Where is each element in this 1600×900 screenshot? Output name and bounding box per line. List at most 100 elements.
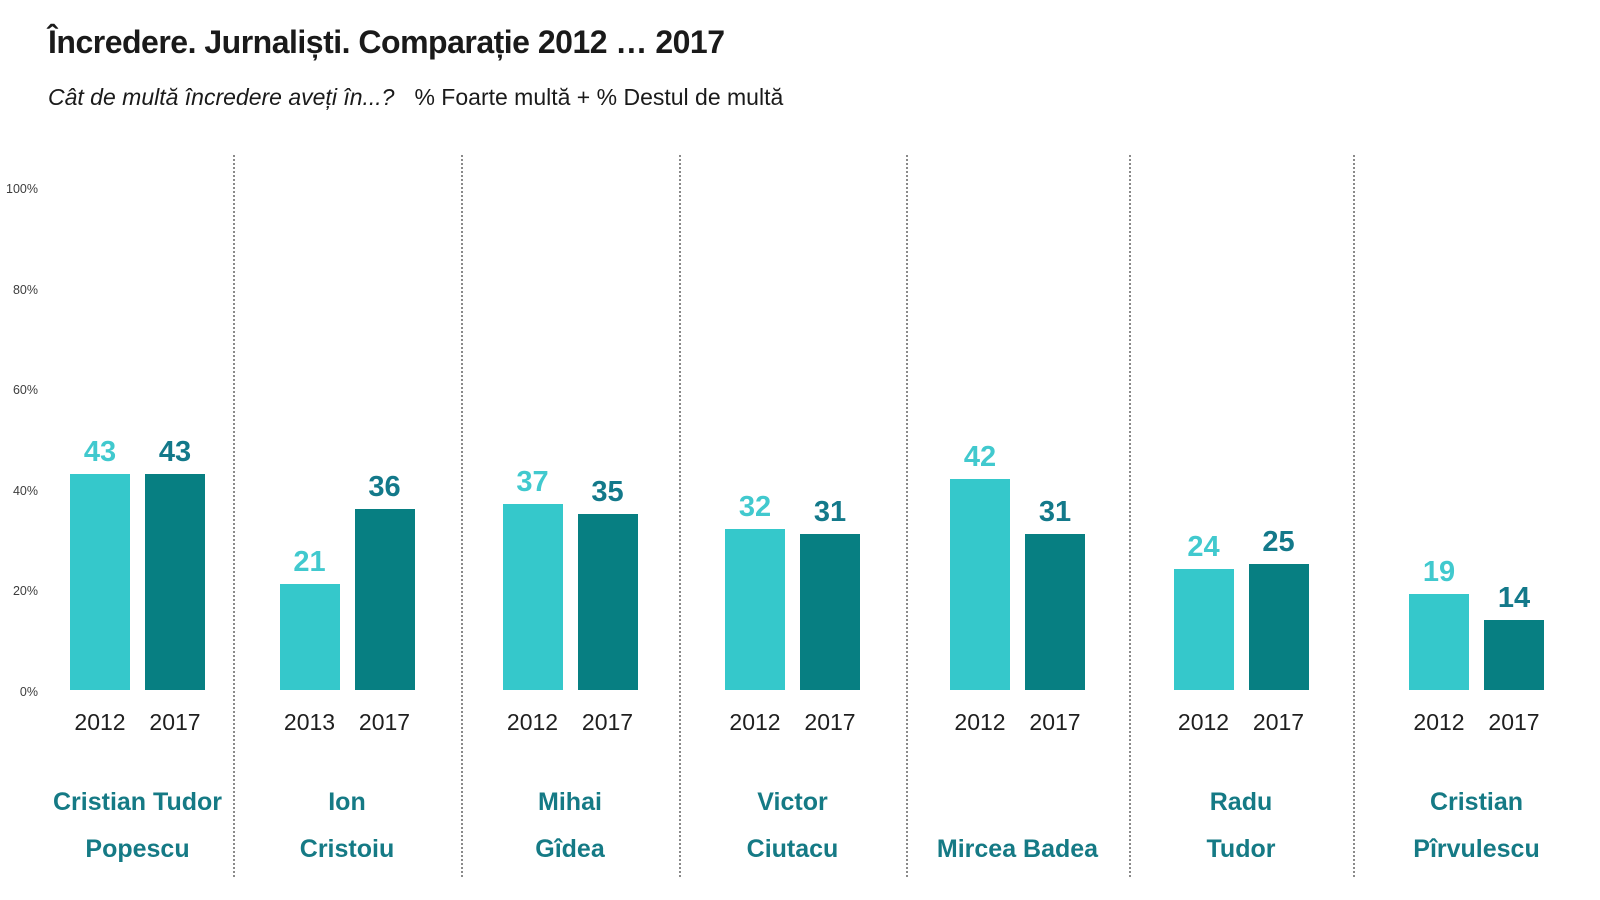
journalist-name-line: Mircea Badea (936, 835, 1099, 863)
bar-value-label: 14 (1497, 582, 1531, 614)
year-label: 2012 (729, 709, 781, 735)
panel-separator-line (679, 155, 681, 877)
bar-groups: 43 43 2012 2017 Cristian Tudor Popescu 21 36 201… (42, 187, 1600, 873)
journalist-panel: 42 31 2012 2017 Mircea Badea (906, 187, 1129, 873)
bar-value-label: 37 (516, 466, 549, 498)
journalist-name-line: Ion (328, 788, 366, 816)
bar-value-label: 25 (1262, 526, 1295, 558)
journalist-name-line: Gîdea (535, 835, 605, 863)
bar-2017 (577, 514, 638, 690)
bar-pair: 19 14 (1409, 187, 1544, 690)
journalist-name-line: Cristian (1429, 788, 1524, 816)
bar-pair: 21 36 (279, 187, 415, 690)
bar-2017 (1484, 620, 1544, 690)
subtitle-question: Cât de multă încredere aveți în...? (48, 84, 395, 110)
bar-value-label: 42 (963, 441, 997, 473)
journalist-name-line: Ciutacu (746, 835, 839, 863)
bar-column: 14 (1484, 583, 1544, 690)
year-labels: 2013 2017 (280, 708, 415, 737)
journalist-panel: 37 35 2012 2017 Mihai Gîdea (461, 187, 679, 873)
bar-value-label: 35 (591, 476, 624, 508)
year-labels: 2012 2017 (1174, 708, 1309, 737)
bar-column: 25 (1248, 526, 1309, 690)
bar-2017 (1025, 534, 1085, 690)
bar-value-label: 32 (738, 491, 772, 523)
journalist-panel: 32 31 2012 2017 Victor Ciutacu (679, 187, 906, 873)
year-label: 2012 (506, 709, 559, 735)
journalist-name-line: Victor (757, 788, 828, 816)
y-axis-tick-label: 60% (12, 383, 38, 398)
journalist-name-line: Radu (1209, 788, 1273, 816)
journalist-panel: 21 36 2013 2017 Ion Cristoiu (233, 187, 461, 873)
bar-pair: 43 43 (70, 187, 205, 690)
bar-column: 37 (502, 466, 563, 690)
panel-separator-line (1353, 155, 1355, 877)
y-axis-tick-label: 100% (6, 182, 38, 196)
panel-separator-line (906, 155, 908, 877)
panel-separator-line (461, 155, 463, 877)
y-axis-tick-label: 0% (19, 685, 38, 699)
journalist-name-line: Cristian Tudor (53, 788, 222, 816)
year-label: 2017 (1252, 709, 1305, 735)
journalist-name: Radu Tudor (1207, 761, 1276, 873)
bar-value-label: 43 (83, 436, 117, 468)
journalist-name-line: Mihai (538, 788, 602, 816)
year-label: 2013 (283, 709, 336, 735)
bar-pair: 42 31 (950, 187, 1085, 690)
bar-2012 (1409, 594, 1469, 690)
y-axis-tick-label: 40% (12, 483, 38, 498)
journalist-name: Cristian Tudor Popescu (53, 761, 222, 873)
bar-2013 (279, 584, 340, 690)
bar-2012 (502, 504, 563, 690)
year-label: 2017 (1488, 709, 1540, 735)
journalist-name-line: Cristoiu (299, 835, 395, 863)
bar-2017 (354, 509, 415, 690)
year-labels: 2012 2017 (70, 708, 205, 737)
bar-value-label: 19 (1422, 556, 1456, 588)
bar-value-label: 31 (1038, 496, 1072, 528)
year-labels: 2012 2017 (1409, 708, 1544, 737)
bar-pair: 32 31 (725, 187, 860, 690)
year-label: 2012 (954, 709, 1006, 735)
bar-column: 19 (1409, 557, 1469, 690)
bar-2012 (950, 479, 1010, 690)
bar-column: 36 (354, 472, 415, 690)
chart-title: Încredere. Jurnaliști. Comparație 2012 …… (48, 24, 725, 60)
journalist-panel: 24 25 2012 2017 Radu Tudor (1129, 187, 1353, 873)
bar-2012 (1173, 569, 1234, 690)
year-label: 2017 (804, 709, 856, 735)
bar-column: 42 (950, 442, 1010, 690)
bar-value-label: 21 (293, 546, 326, 578)
bar-column: 43 (145, 437, 205, 690)
bar-2012 (70, 474, 130, 690)
bar-column: 31 (800, 497, 860, 690)
journalist-name: Victor Ciutacu (747, 761, 839, 873)
y-axis-tick-label: 80% (12, 282, 38, 297)
year-label: 2017 (358, 709, 411, 735)
bar-value-label: 24 (1187, 531, 1220, 563)
year-label: 2012 (74, 709, 126, 735)
year-labels: 2012 2017 (950, 708, 1085, 737)
year-label: 2012 (1413, 709, 1465, 735)
bar-column: 24 (1173, 531, 1234, 690)
chart-subtitle: Cât de multă încredere aveți în...? % Foa… (48, 84, 783, 111)
year-labels: 2012 2017 (503, 708, 638, 737)
bar-value-label: 31 (813, 496, 847, 528)
bar-2017 (800, 534, 860, 690)
bar-pair: 24 25 (1173, 187, 1309, 690)
journalist-panel: 43 43 2012 2017 Cristian Tudor Popescu (42, 187, 233, 873)
year-label: 2012 (1177, 709, 1230, 735)
bar-value-label: 43 (158, 436, 192, 468)
bar-2017 (1248, 564, 1309, 690)
bar-column: 32 (725, 492, 785, 690)
bar-pair: 37 35 (502, 187, 638, 690)
year-label: 2017 (1029, 709, 1081, 735)
panel-separator-line (1129, 155, 1131, 877)
journalist-name-line: Pîrvulescu (1413, 835, 1540, 863)
journalist-name: Mihai Gîdea (535, 761, 604, 873)
subtitle-measure: % Foarte multă + % Destul de multă (414, 84, 784, 110)
bar-2012 (725, 529, 785, 690)
panel-separator-line (233, 155, 235, 877)
year-label: 2017 (581, 709, 634, 735)
